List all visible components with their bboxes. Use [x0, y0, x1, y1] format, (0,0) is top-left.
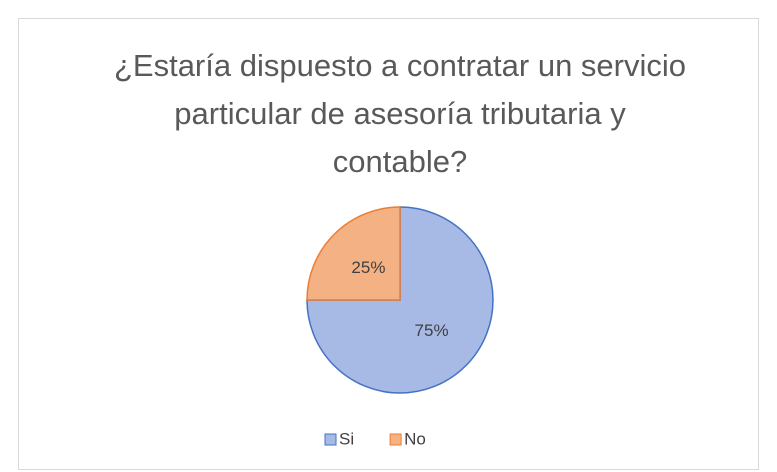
pie-slice — [306, 206, 494, 394]
data-label: 75% — [415, 321, 449, 340]
chart-title: ¿Estaría dispuesto a contratar un servic… — [113, 48, 687, 179]
legend-swatch — [324, 433, 337, 446]
chart-frame — [18, 18, 759, 470]
pie-slice — [306, 206, 401, 301]
data-label: 25% — [351, 258, 385, 277]
legend-swatch — [389, 433, 402, 446]
legend-label: Si — [339, 429, 354, 448]
legend-label: No — [404, 429, 426, 448]
